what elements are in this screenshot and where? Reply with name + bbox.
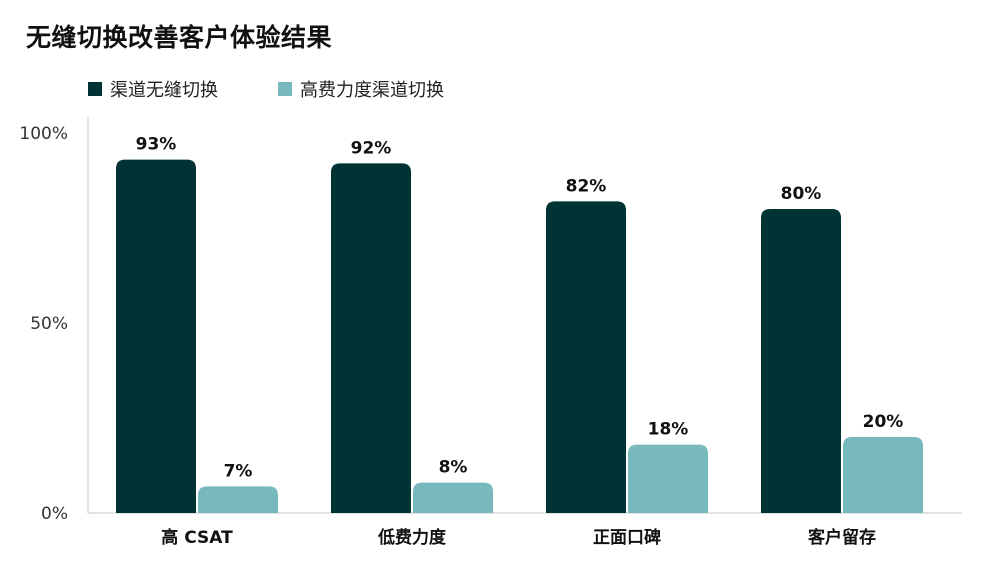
bar-seamless [116, 159, 196, 513]
data-label: 82% [566, 176, 607, 196]
y-tick-label: 50% [30, 314, 68, 334]
data-label: 80% [781, 184, 822, 204]
legend-swatch-high-effort [278, 82, 292, 96]
bar-seamless [331, 163, 411, 513]
x-category-label: 低费力度 [377, 527, 447, 548]
bar-high-effort [628, 444, 708, 513]
legend-item-seamless: 渠道无缝切换 [88, 76, 218, 102]
legend-label-high-effort: 高费力度渠道切换 [300, 80, 444, 101]
data-label: 93% [136, 135, 177, 155]
chart-title: 无缝切换改善客户体验结果 [26, 23, 333, 52]
x-category-label: 客户留存 [807, 527, 876, 548]
data-label: 92% [351, 138, 392, 158]
legend: 渠道无缝切换 高费力度渠道切换 [88, 76, 504, 102]
data-label: 7% [224, 461, 253, 481]
legend-item-high-effort: 高费力度渠道切换 [278, 76, 444, 102]
x-category-label: 正面口碑 [593, 527, 661, 548]
data-label: 8% [439, 458, 468, 478]
bar-high-effort [413, 482, 493, 513]
legend-swatch-seamless [88, 82, 102, 96]
bar-high-effort [843, 437, 923, 513]
legend-label-seamless: 渠道无缝切换 [110, 80, 218, 101]
y-tick-label: 100% [19, 124, 68, 144]
bar-seamless [761, 209, 841, 513]
x-category-label: 高 CSAT [161, 527, 233, 548]
data-label: 18% [648, 420, 689, 440]
y-tick-label: 0% [41, 504, 68, 524]
bar-high-effort [198, 486, 278, 513]
data-label: 20% [863, 412, 904, 432]
bar-seamless [546, 201, 626, 513]
